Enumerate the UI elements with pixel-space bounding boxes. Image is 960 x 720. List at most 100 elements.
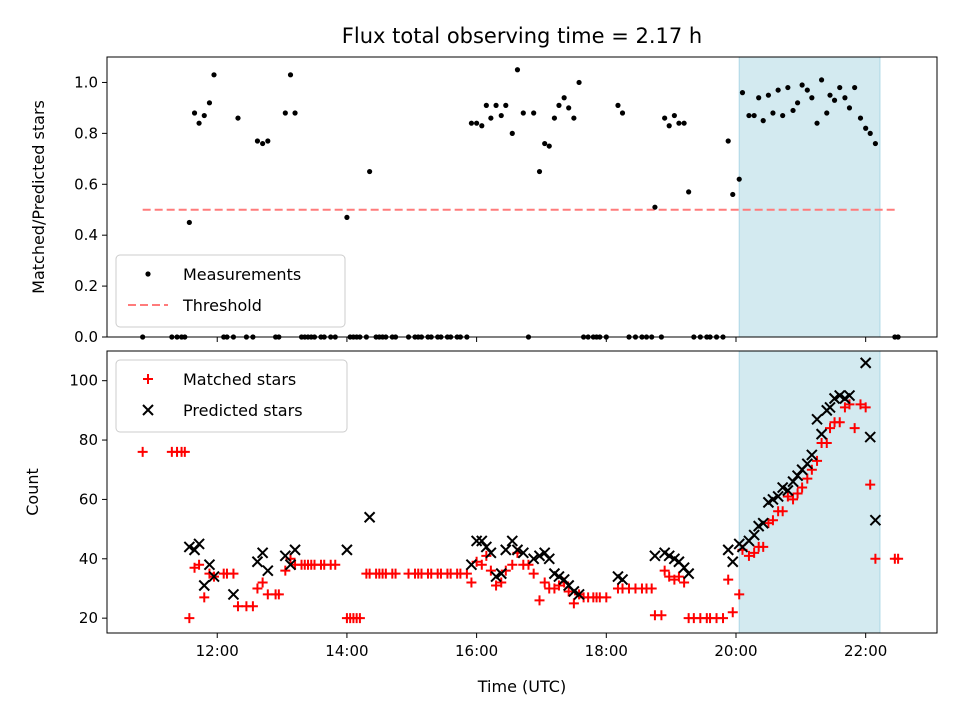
legend-label: Threshold — [182, 296, 262, 315]
plot-frame — [106, 350, 938, 634]
x-axis-label: Time (UTC) — [477, 677, 566, 696]
data-point — [490, 570, 502, 583]
data-point — [666, 123, 672, 129]
data-point — [536, 168, 543, 175]
data-point — [568, 598, 579, 609]
data-point — [837, 84, 843, 91]
data-point — [746, 112, 752, 119]
data-point — [461, 568, 472, 579]
y-axis-label-count: Count — [23, 468, 42, 516]
data-point — [652, 204, 658, 210]
data-point — [481, 550, 492, 561]
data-point — [739, 90, 746, 96]
data-point — [857, 115, 864, 121]
data-point — [727, 556, 739, 568]
data-point — [265, 138, 271, 144]
data-point — [792, 488, 803, 499]
data-point — [749, 547, 760, 558]
data-point — [824, 110, 830, 116]
data-point — [228, 568, 239, 579]
data-point — [855, 399, 866, 410]
data-point — [758, 541, 769, 552]
data-point — [865, 479, 876, 490]
data-point — [748, 529, 760, 541]
y-tick-label: 60 — [79, 490, 98, 508]
data-point — [734, 589, 745, 600]
count-panel: 20 40 60 80 100 12:00 14:00 16:00 18:00 20:00 22:0… — [69, 350, 938, 660]
x-tick-label: 14:00 — [325, 642, 368, 660]
x-tick-label: 20:00 — [714, 642, 757, 660]
data-point — [556, 102, 562, 108]
data-point — [488, 115, 494, 121]
data-point — [523, 559, 534, 570]
data-point — [646, 583, 657, 594]
data-point — [292, 110, 298, 116]
data-point — [496, 577, 507, 588]
data-point — [767, 515, 778, 526]
data-point — [679, 577, 690, 588]
chart-title: Flux total observing time = 2.17 h — [342, 24, 702, 48]
x-tick-label: 16:00 — [455, 642, 498, 660]
legend-label: Predicted stars — [183, 401, 303, 420]
data-point — [553, 580, 564, 591]
data-point — [533, 550, 546, 562]
legend: Measurements Threshold — [115, 254, 346, 328]
data-point — [849, 423, 860, 434]
data-point — [551, 115, 558, 121]
data-point — [254, 138, 261, 144]
series-measurements — [140, 67, 901, 340]
data-point — [802, 473, 813, 484]
data-point — [727, 607, 738, 618]
x-tick-label: 12:00 — [196, 642, 239, 660]
data-point — [834, 417, 845, 428]
data-point — [568, 585, 580, 598]
data-point — [743, 550, 754, 561]
data-point — [827, 92, 833, 98]
data-point — [828, 392, 841, 405]
data-point — [284, 559, 297, 571]
data-point — [736, 176, 742, 182]
data-point — [812, 455, 823, 466]
data-point — [751, 112, 757, 119]
data-point — [760, 118, 766, 124]
data-point — [235, 115, 241, 121]
data-point — [232, 601, 243, 612]
legend-label: Measurements — [183, 265, 301, 284]
data-point — [196, 120, 202, 126]
data-point — [821, 438, 832, 449]
data-point — [815, 428, 828, 440]
data-point — [528, 568, 539, 579]
data-point — [206, 100, 213, 106]
data-point — [289, 544, 301, 556]
data-point — [765, 92, 772, 98]
data-point — [659, 565, 670, 576]
data-point — [183, 541, 196, 553]
data-point — [790, 107, 796, 114]
data-point — [280, 565, 291, 576]
data-point — [782, 491, 793, 502]
data-point — [601, 592, 612, 603]
data-point — [864, 431, 876, 443]
data-point — [673, 571, 684, 582]
data-point — [493, 102, 499, 108]
ratio-panel: 0.0 0.2 0.4 0.6 0.8 1.0 Measurements Threshold — [74, 56, 938, 346]
data-point — [852, 84, 858, 91]
data-point — [186, 219, 192, 226]
data-point — [566, 105, 572, 111]
data-point — [867, 130, 873, 136]
data-point — [722, 544, 734, 556]
data-point — [859, 357, 872, 369]
data-point — [825, 423, 836, 434]
data-point — [615, 102, 621, 108]
data-point — [824, 401, 836, 414]
plot-frame — [106, 56, 938, 338]
data-point — [191, 110, 198, 116]
data-point — [543, 553, 555, 565]
data-point — [341, 544, 353, 556]
data-point — [806, 464, 817, 475]
y-tick-label: 100 — [69, 372, 98, 390]
data-point — [330, 559, 341, 570]
data-point — [811, 413, 823, 425]
data-point — [193, 538, 205, 550]
x-tick-label: 22:00 — [844, 642, 887, 660]
